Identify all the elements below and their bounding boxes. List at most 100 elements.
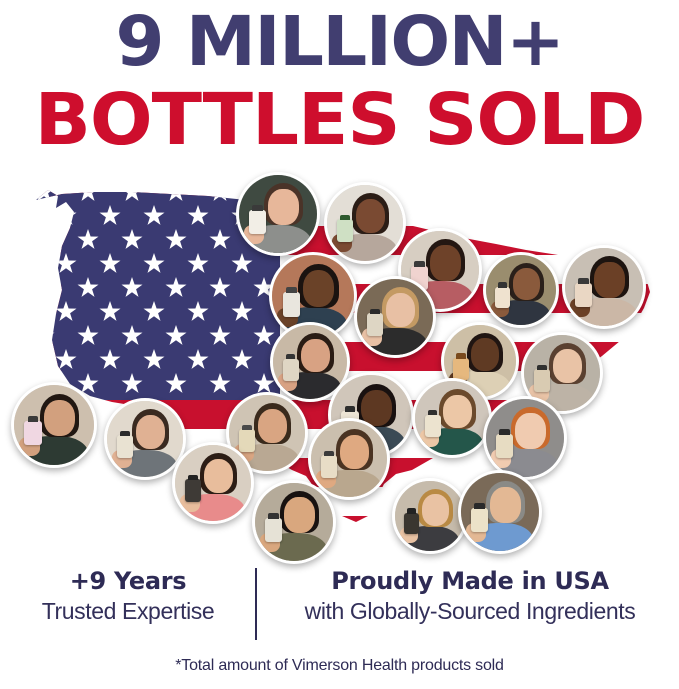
- photo-face: [355, 198, 386, 234]
- bottle-cap: [370, 308, 380, 315]
- photo-content: [357, 279, 433, 355]
- badge-usa-subtitle: with Globally-Sourced Ingredients: [304, 598, 636, 624]
- photo-face: [361, 389, 393, 426]
- photo-face: [385, 292, 416, 328]
- customer-photo: [412, 378, 492, 458]
- bottle-cap: [344, 405, 356, 412]
- trust-badges: +9 Years Trusted Expertise Proudly Made …: [0, 566, 679, 640]
- photo-face: [302, 269, 335, 307]
- product-bottle: [533, 369, 551, 393]
- bottle-cap: [188, 474, 198, 481]
- product-bottle: [424, 414, 441, 437]
- bottle-cap: [474, 503, 485, 510]
- product-bottle: [282, 291, 301, 317]
- photo-face: [135, 414, 166, 450]
- photo-content: [486, 255, 556, 325]
- photo-face: [301, 338, 330, 373]
- photo-content: [175, 445, 251, 521]
- photo-content: [461, 473, 539, 551]
- bottle-cap: [340, 214, 350, 221]
- customer-photo: [236, 172, 320, 256]
- customer-photo: [521, 332, 603, 414]
- photo-content: [486, 399, 564, 477]
- customer-photo: [562, 245, 646, 329]
- footnote-disclaimer: *Total amount of Vimerson Health product…: [175, 657, 504, 674]
- product-bottle: [366, 313, 384, 337]
- photo-face: [268, 189, 299, 225]
- bottle-cap: [407, 508, 417, 514]
- bottle-cap: [252, 205, 263, 212]
- bottle-cap: [499, 429, 510, 436]
- photo-face: [284, 497, 315, 533]
- badge-years: +9 Years Trusted Expertise: [8, 566, 248, 626]
- photo-face: [443, 394, 472, 429]
- photo-face: [203, 458, 234, 494]
- photo-content: [272, 255, 354, 337]
- photo-face: [471, 338, 500, 371]
- customer-photo: [458, 470, 542, 554]
- customer-photo: [172, 442, 254, 524]
- bottle-cap: [268, 513, 279, 520]
- badge-years-title: +9 Years: [69, 567, 187, 595]
- product-bottle: [495, 286, 511, 309]
- bottle-cap: [498, 282, 508, 288]
- bottle-cap: [427, 409, 438, 416]
- product-bottle: [575, 283, 592, 307]
- bottle-cap: [537, 364, 547, 371]
- product-bottle: [184, 479, 202, 503]
- product-bottle: [336, 219, 354, 243]
- photo-content: [14, 385, 94, 465]
- bottle-cap: [578, 278, 589, 285]
- photo-content: [415, 381, 489, 455]
- customer-photo: [324, 182, 406, 264]
- photo-content: [327, 185, 403, 261]
- product-bottle: [265, 518, 282, 542]
- photo-face: [490, 487, 521, 523]
- customer-photo: [392, 478, 468, 554]
- photo-content: [255, 483, 333, 561]
- product-bottle: [471, 508, 488, 532]
- customer-photo: [483, 396, 567, 480]
- customer-photo: [483, 252, 559, 328]
- product-bottle: [404, 512, 420, 535]
- bottle-cap: [285, 353, 296, 360]
- headline-secondary: BOTTLES SOLD: [34, 78, 646, 161]
- photo-content: [239, 175, 317, 253]
- bottle-cap: [242, 424, 252, 431]
- customer-photo: [104, 398, 186, 480]
- usa-flag-map: [0, 168, 679, 564]
- badge-made-in-usa: Proudly Made in USA with Globally-Source…: [268, 566, 672, 626]
- photo-face: [44, 399, 76, 436]
- product-bottle: [282, 358, 299, 381]
- bottle-cap: [324, 450, 334, 457]
- photo-face: [552, 348, 583, 384]
- photo-face: [512, 267, 540, 300]
- badge-years-subtitle: Trusted Expertise: [41, 598, 215, 624]
- photo-content: [273, 325, 347, 399]
- product-bottle: [496, 434, 513, 458]
- badge-usa-title: Proudly Made in USA: [331, 567, 609, 595]
- headline-primary: 9 MILLION+: [115, 2, 565, 82]
- photo-content: [565, 248, 643, 326]
- photo-content: [107, 401, 183, 477]
- product-bottle: [116, 435, 134, 459]
- product-bottle: [453, 357, 469, 380]
- bottle-cap: [414, 261, 425, 268]
- photo-face: [339, 434, 370, 470]
- customer-photo: [11, 382, 97, 468]
- photo-face: [515, 413, 546, 449]
- customer-photo: [354, 276, 436, 358]
- customer-photo: [398, 228, 482, 312]
- photo-face: [257, 408, 288, 444]
- product-bottle: [320, 455, 338, 479]
- bottle-cap: [120, 430, 130, 437]
- photo-face: [421, 493, 449, 526]
- customer-photo: [252, 480, 336, 564]
- headline-block: 9 MILLION+ BOTTLES SOLD: [0, 2, 679, 158]
- product-bottle: [24, 421, 42, 446]
- bottle-cap: [456, 353, 466, 359]
- product-bottle: [249, 210, 266, 234]
- photo-face: [594, 262, 625, 298]
- badge-divider: [255, 568, 257, 640]
